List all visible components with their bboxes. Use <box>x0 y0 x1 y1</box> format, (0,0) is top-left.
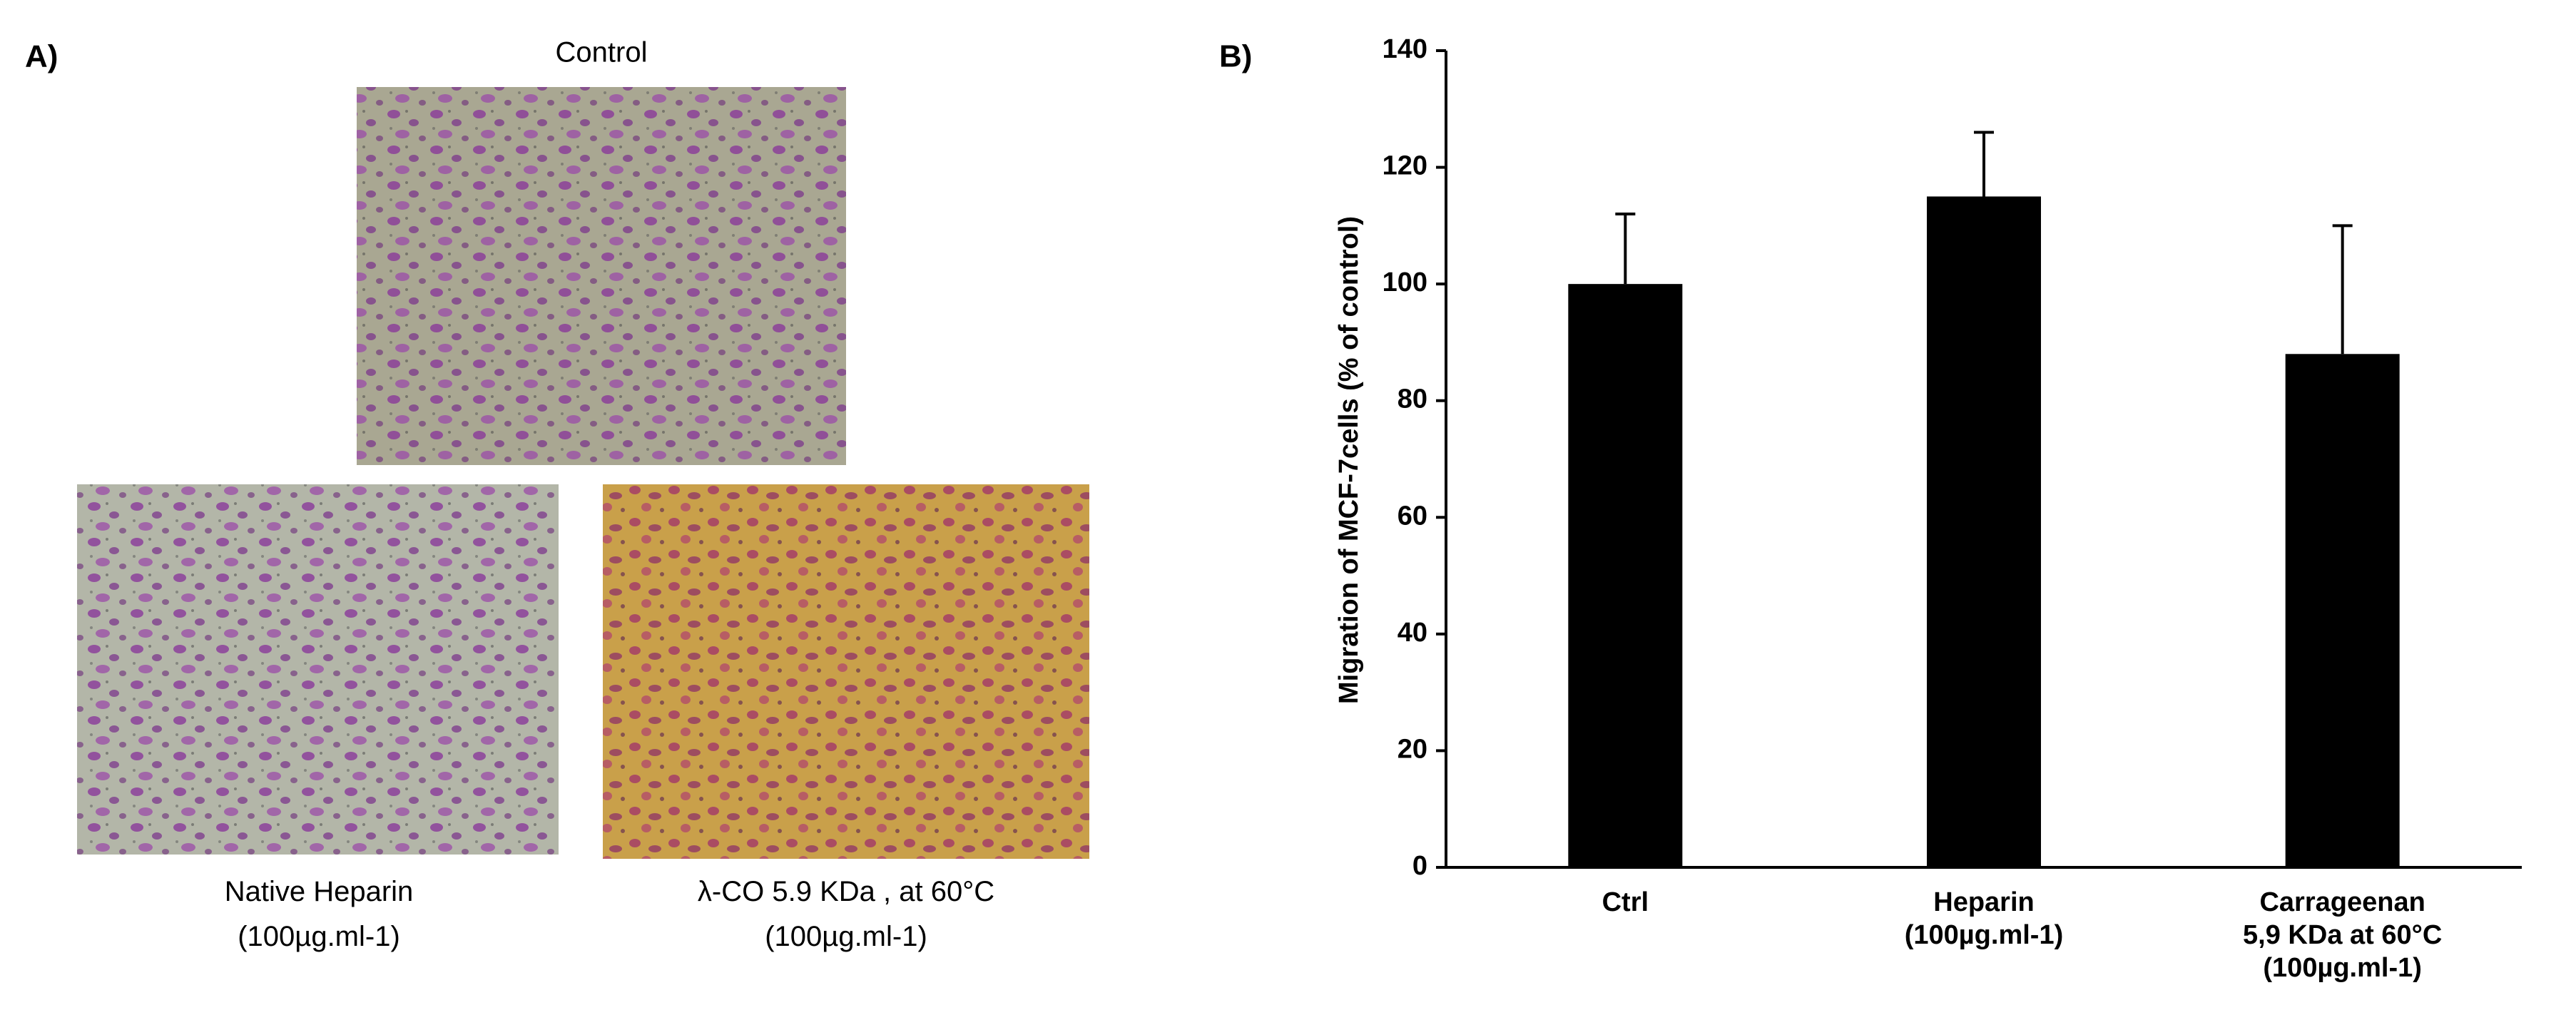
x-tick-label: Carrageenan 5,9 KDa at 60°C (100µg.ml-1) <box>2243 887 2443 983</box>
image-caption: Native Heparin <box>224 876 414 907</box>
panel-label: B) <box>1219 39 1252 74</box>
micrograph <box>603 484 1089 859</box>
y-tick-label: 40 <box>1398 618 1427 648</box>
panel-label: A) <box>25 39 58 74</box>
y-axis-label: Migration of MCF-7cells (% of control) <box>1334 216 1364 704</box>
y-tick-label: 20 <box>1398 734 1427 764</box>
y-tick-label: 140 <box>1383 34 1427 64</box>
x-tick-label: Ctrl <box>1602 887 1649 917</box>
image-title: Control <box>556 37 648 68</box>
x-tick-label: Heparin (100µg.ml-1) <box>1904 887 2064 950</box>
y-tick-label: 0 <box>1412 851 1427 881</box>
bar <box>1568 284 1683 868</box>
y-tick-label: 100 <box>1383 267 1427 297</box>
y-tick-label: 60 <box>1398 501 1427 531</box>
bar <box>1927 196 2041 867</box>
bar <box>2285 354 2400 867</box>
image-caption: λ-CO 5.9 KDa , at 60°C <box>697 876 995 907</box>
image-caption: (100µg.ml-1) <box>765 921 927 952</box>
y-tick-label: 120 <box>1383 151 1427 181</box>
micrograph <box>77 484 559 855</box>
image-caption: (100µg.ml-1) <box>238 921 400 952</box>
y-tick-label: 80 <box>1398 384 1427 414</box>
micrograph <box>357 87 846 465</box>
